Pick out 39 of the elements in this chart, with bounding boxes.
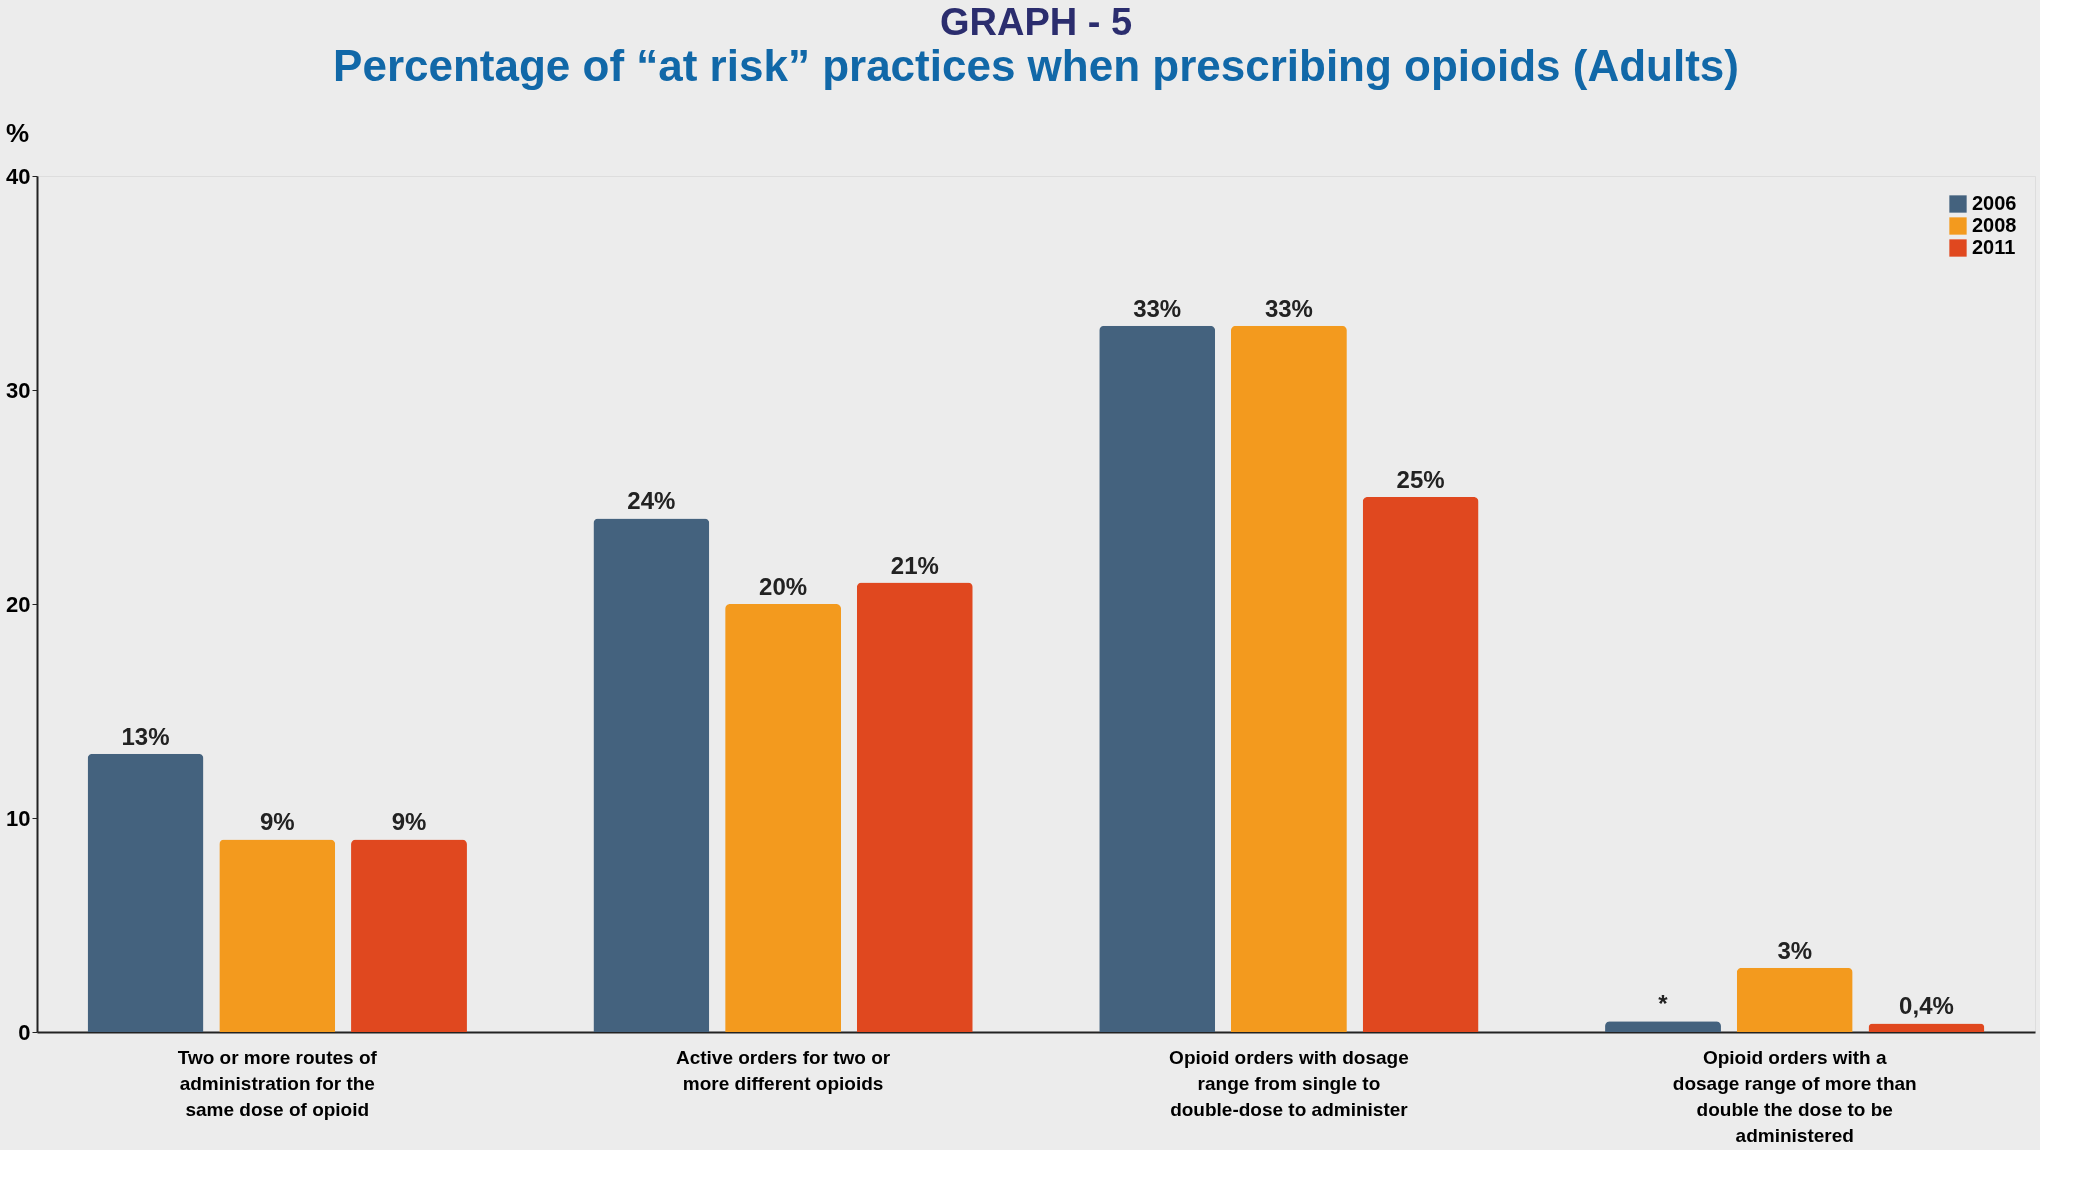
y-tick-label: 20 (6, 591, 31, 617)
bar (219, 839, 336, 1032)
data-label: 13% (121, 722, 170, 750)
bar (1736, 967, 1853, 1032)
bar (1868, 1023, 1985, 1032)
x-tick-label: Active orders for two or more different opioids (675, 1046, 891, 1094)
x-tick-label: Two or more routes of administration for the same dose of opioid (177, 1046, 378, 1120)
bar (725, 604, 842, 1032)
x-tick-label: Opioid orders with a dosage range of more than double the dose to be administered (1672, 1046, 1917, 1146)
bar (87, 753, 204, 1032)
y-tick-label: 0 (18, 1019, 31, 1045)
bar (593, 518, 710, 1032)
bar (1099, 325, 1216, 1032)
data-label: 9% (391, 808, 427, 836)
chart-subtitle: Percentage of “at risk” practices when prescribing opioids (Adults) (333, 41, 1739, 90)
data-label: 9% (259, 808, 295, 836)
y-axis-title: % (5, 117, 30, 148)
y-tick-label: 30 (6, 377, 31, 403)
data-label: 24% (627, 487, 676, 515)
data-label: 25% (1396, 466, 1445, 493)
y-tick-label: 40 (6, 163, 31, 189)
legend-label: 2008 (1972, 214, 2017, 236)
chart-title: GRAPH - 5 (939, 1, 1133, 43)
bar (856, 582, 973, 1032)
data-label: 0,4% (1899, 992, 1954, 1020)
y-tick-label: 10 (6, 805, 31, 831)
bar (1362, 497, 1479, 1032)
bar (1230, 325, 1347, 1032)
x-tick-label: Opioid orders with dosage range from single to double-dose to administer (1169, 1046, 1409, 1120)
legend-label: 2006 (1972, 192, 2017, 214)
data-label: 3% (1777, 936, 1813, 964)
data-label: * (1658, 990, 1669, 1018)
legend-label: 2011 (1972, 236, 2016, 258)
bar (351, 839, 467, 1032)
data-label: 33% (1133, 294, 1182, 322)
bar (1605, 1021, 1721, 1032)
data-label: 21% (890, 551, 939, 579)
data-label: 33% (1264, 294, 1313, 322)
data-label: 20% (759, 573, 808, 600)
